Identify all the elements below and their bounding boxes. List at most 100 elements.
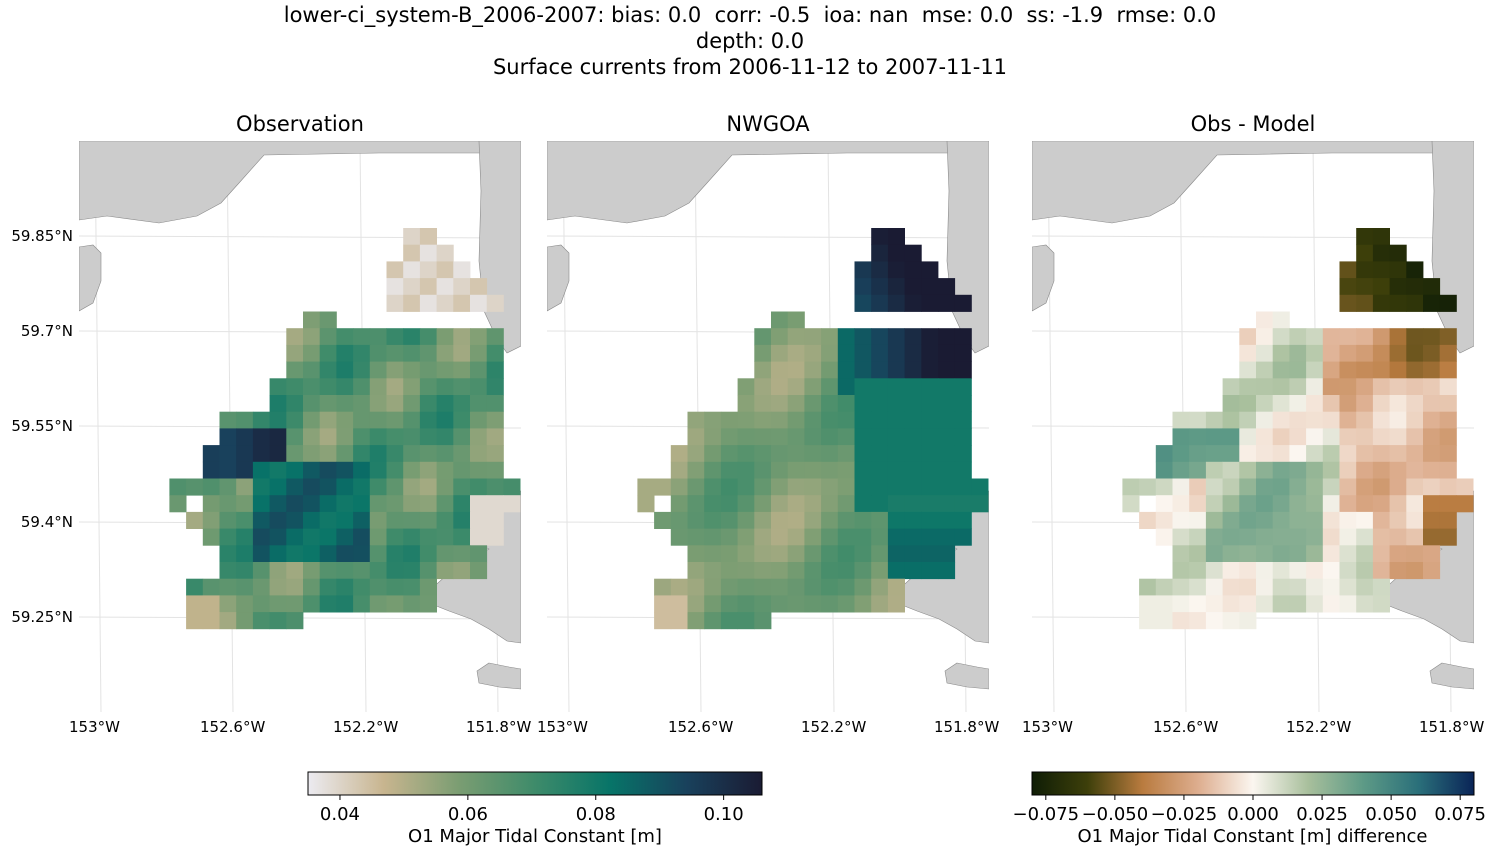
grid-cell — [1339, 528, 1357, 546]
grid-cell — [654, 595, 672, 613]
grid-cell — [720, 595, 738, 613]
grid-cell — [1139, 578, 1157, 596]
grid-cell — [804, 562, 822, 580]
grid-cell — [1289, 395, 1307, 413]
grid-cell — [954, 478, 972, 496]
grid-cell — [904, 378, 922, 396]
grid-cell — [921, 545, 939, 563]
grid-cell — [921, 395, 939, 413]
grid-cell — [1339, 344, 1357, 362]
grid-cell — [419, 294, 437, 312]
grid-cell — [821, 478, 839, 496]
colorbar-tick-label: 0.000 — [1227, 804, 1279, 825]
lon-tick-label: 152.6°W — [668, 718, 734, 736]
grid-cell — [887, 428, 905, 446]
grid-cell — [1423, 461, 1441, 479]
grid-cell — [938, 495, 956, 513]
grid-cell — [486, 495, 504, 513]
grid-cell — [369, 511, 387, 529]
grid-cell — [938, 294, 956, 312]
land-polygon — [946, 141, 989, 354]
grid-cell — [1389, 378, 1407, 396]
grid-cell — [887, 411, 905, 429]
grid-cell — [1205, 511, 1223, 529]
grid-cell — [737, 562, 755, 580]
grid-cell — [1289, 445, 1307, 463]
grid-cell — [486, 395, 504, 413]
grid-cell — [771, 311, 789, 329]
grid-cell — [971, 495, 989, 513]
grid-cell — [670, 461, 688, 479]
land-polygon — [79, 141, 521, 224]
grid-cell — [202, 528, 220, 546]
grid-cell — [1372, 278, 1390, 296]
grid-cell — [754, 411, 772, 429]
grid-cell — [737, 378, 755, 396]
grid-cell — [921, 562, 939, 580]
grid-cell — [419, 595, 437, 613]
grid-cell — [1272, 478, 1290, 496]
grid-cell — [887, 511, 905, 529]
suptitle-line-3: Surface currents from 2006-11-12 to 2007… — [492, 55, 1008, 79]
grid-cell — [419, 378, 437, 396]
grid-cell — [687, 411, 705, 429]
grid-cell — [336, 511, 354, 529]
grid-cell — [403, 261, 421, 279]
grid-cell — [1356, 278, 1374, 296]
grid-cell — [486, 411, 504, 429]
grid-cell — [1372, 511, 1390, 529]
grid-cell — [336, 328, 354, 346]
grid-cell — [887, 328, 905, 346]
grid-cell — [904, 562, 922, 580]
grid-cell — [219, 461, 237, 479]
grid-cell — [419, 228, 437, 246]
lon-tick-label: 152.2°W — [801, 718, 867, 736]
grid-cell — [1356, 578, 1374, 596]
grid-cell — [453, 511, 471, 529]
grid-cell — [1272, 495, 1290, 513]
grid-cell — [236, 528, 254, 546]
grid-cell — [319, 562, 337, 580]
grid-cell — [1389, 261, 1407, 279]
grid-cell — [804, 511, 822, 529]
grid-cell — [1256, 595, 1274, 613]
grid-cell — [453, 278, 471, 296]
grid-cell — [219, 545, 237, 563]
grid-cell — [1289, 495, 1307, 513]
grid-cell — [236, 545, 254, 563]
grid-cell — [369, 478, 387, 496]
grid-cell — [503, 478, 521, 496]
grid-cell — [286, 578, 304, 596]
grid-cell — [386, 478, 404, 496]
grid-cell — [921, 428, 939, 446]
grid-cell — [754, 595, 772, 613]
parallel-gridline — [547, 235, 989, 239]
grid-cell — [1389, 511, 1407, 529]
grid-cell — [436, 328, 454, 346]
grid-cell — [453, 411, 471, 429]
grid-cell — [169, 478, 187, 496]
grid-cell — [1306, 328, 1324, 346]
grid-cell — [954, 395, 972, 413]
grid-cell — [403, 395, 421, 413]
grid-cell — [904, 428, 922, 446]
grid-cell — [1205, 411, 1223, 429]
difference-map — [1032, 141, 1474, 712]
grid-cell — [419, 478, 437, 496]
grid-cell — [938, 445, 956, 463]
grid-cell — [1239, 528, 1257, 546]
grid-cell — [186, 578, 204, 596]
grid-cell — [252, 461, 270, 479]
grid-cell — [1239, 361, 1257, 379]
grid-cell — [1239, 545, 1257, 563]
grid-cell — [436, 395, 454, 413]
grid-cell — [319, 361, 337, 379]
grid-cell — [837, 595, 855, 613]
grid-cell — [186, 478, 204, 496]
grid-cell — [419, 578, 437, 596]
grid-cell — [336, 428, 354, 446]
grid-cell — [1306, 562, 1324, 580]
grid-cell — [1423, 511, 1441, 529]
grid-cell — [871, 261, 889, 279]
grid-cell — [470, 562, 488, 580]
